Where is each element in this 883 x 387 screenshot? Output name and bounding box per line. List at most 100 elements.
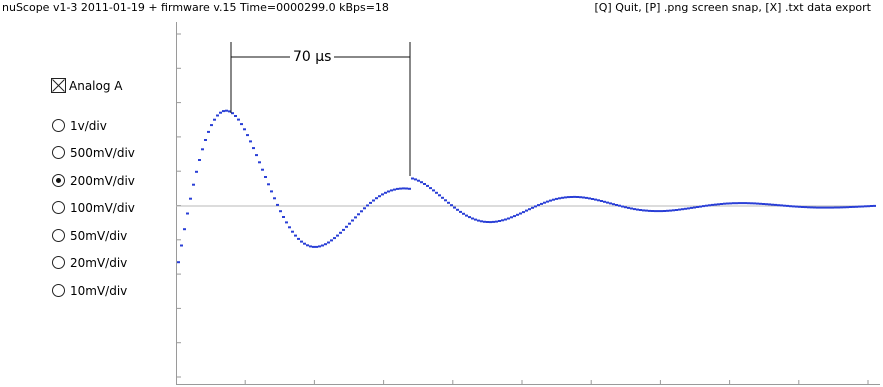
trace-sample xyxy=(486,221,489,223)
trace-sample xyxy=(336,234,339,237)
trace-sample xyxy=(822,206,825,209)
trace-sample xyxy=(186,212,189,215)
trace-sample xyxy=(867,205,870,208)
trace-sample xyxy=(339,231,342,234)
trace-sample xyxy=(420,181,423,184)
trace-sample xyxy=(387,190,390,193)
trace-sample xyxy=(630,207,633,210)
trace-sample xyxy=(522,211,525,214)
trace-sample xyxy=(297,237,300,240)
trace-sample xyxy=(552,198,555,201)
trace-sample xyxy=(681,208,684,211)
trace-sample xyxy=(444,199,447,202)
trace-sample xyxy=(537,204,540,207)
trace-sample xyxy=(495,220,498,223)
trace-sample xyxy=(213,118,216,121)
trace-sample xyxy=(627,206,630,209)
trace-sample xyxy=(873,204,876,207)
trace-sample xyxy=(228,110,231,113)
trace-sample xyxy=(828,206,831,209)
trace-sample xyxy=(573,195,576,198)
trace-sample xyxy=(825,206,828,209)
trace-sample xyxy=(429,187,432,190)
trace-sample xyxy=(204,139,207,141)
trace-sample xyxy=(645,209,648,212)
trace-sample xyxy=(288,226,291,229)
scale-option-200mv[interactable]: 200mV/div xyxy=(52,173,135,189)
trace-sample xyxy=(582,196,585,199)
trace-sample xyxy=(294,234,297,237)
trace-sample xyxy=(453,206,456,209)
trace-sample xyxy=(795,205,798,208)
trace-sample xyxy=(291,230,294,233)
trace-sample xyxy=(399,187,402,190)
trace-sample xyxy=(483,220,486,223)
trace-sample xyxy=(669,209,672,212)
trace-sample xyxy=(561,196,564,199)
trace-sample xyxy=(870,205,873,207)
trace-sample xyxy=(720,203,723,205)
trace-sample xyxy=(327,241,330,244)
scale-option-500mv[interactable]: 500mV/div xyxy=(52,145,135,161)
scale-option-50mv[interactable]: 50mV/div xyxy=(52,228,127,244)
trace-sample xyxy=(447,201,450,204)
control-panel: Analog A 1v/div 500mV/div 200mV/div 100m… xyxy=(0,60,170,320)
channel-checkbox-analog-a[interactable]: Analog A xyxy=(51,78,122,94)
scale-label: 20mV/div xyxy=(70,256,128,270)
trace-sample xyxy=(558,197,561,200)
trace-sample xyxy=(201,148,204,151)
trace-sample xyxy=(579,196,582,199)
trace-sample xyxy=(588,197,591,200)
trace-sample xyxy=(576,196,579,198)
radio-icon[interactable] xyxy=(52,201,65,214)
trace-sample xyxy=(570,196,573,198)
trace-sample xyxy=(852,205,855,208)
radio-icon[interactable] xyxy=(52,146,65,159)
trace-sample xyxy=(726,202,729,205)
trace-sample xyxy=(618,204,621,207)
trace-sample xyxy=(357,213,360,216)
trace-sample xyxy=(861,205,864,208)
trace-sample xyxy=(348,222,351,225)
status-text: nuScope v1-3 2011-01-19 + firmware v.15 … xyxy=(2,1,389,14)
trace-sample xyxy=(621,205,624,208)
scale-option-100mv[interactable]: 100mV/div xyxy=(52,200,135,216)
trace-sample xyxy=(549,199,552,202)
checkbox-checked-icon[interactable] xyxy=(51,78,66,93)
trace-sample xyxy=(768,203,771,206)
trace-sample xyxy=(840,206,843,209)
radio-icon[interactable] xyxy=(52,256,65,269)
scale-option-1v[interactable]: 1v/div xyxy=(52,118,107,134)
trace-sample xyxy=(426,184,429,187)
scale-option-20mv[interactable]: 20mV/div xyxy=(52,255,127,271)
trace-sample xyxy=(591,198,594,200)
trace-sample xyxy=(324,243,327,246)
trace-sample xyxy=(207,130,210,133)
trace-sample xyxy=(372,199,375,202)
trace-sample xyxy=(855,205,858,208)
trace-sample xyxy=(393,188,396,191)
trace-sample xyxy=(738,202,741,205)
trace-sample xyxy=(198,159,201,161)
trace-sample xyxy=(441,196,444,199)
trace-sample xyxy=(801,206,804,208)
trace-sample xyxy=(732,202,735,205)
scale-option-10mv[interactable]: 10mV/div xyxy=(52,283,127,299)
trace-sample xyxy=(480,220,483,223)
trace-sample xyxy=(330,239,333,242)
trace-sample xyxy=(375,197,378,200)
trace-sample xyxy=(477,219,480,222)
trace-sample xyxy=(468,216,471,219)
trace-sample xyxy=(642,209,645,212)
radio-selected-icon[interactable] xyxy=(52,174,65,187)
radio-icon[interactable] xyxy=(52,284,65,297)
trace-sample xyxy=(312,245,315,248)
trace-sample xyxy=(663,210,666,212)
radio-icon[interactable] xyxy=(52,229,65,242)
trace-sample xyxy=(231,112,234,115)
radio-icon[interactable] xyxy=(52,119,65,132)
trace-sample xyxy=(684,207,687,210)
trace-sample xyxy=(459,210,462,213)
trace-sample xyxy=(489,221,492,224)
scale-label: 100mV/div xyxy=(70,201,135,215)
